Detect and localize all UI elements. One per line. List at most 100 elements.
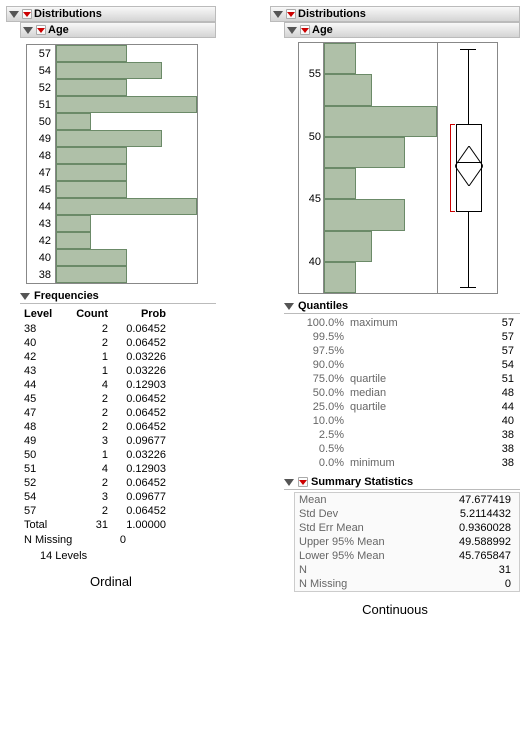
bar-fill	[56, 249, 127, 266]
cell-level: 48	[24, 421, 64, 433]
summary-row: N31	[295, 563, 519, 577]
quantile-pct: 10.0%	[294, 415, 344, 427]
variable-title: Age	[312, 24, 333, 36]
cell-level: 50	[24, 449, 64, 461]
bar-track	[55, 164, 197, 181]
nmissing-value: 0	[96, 534, 126, 546]
summary-header[interactable]: Summary Statistics	[284, 476, 520, 490]
ordinal-bar-chart[interactable]: 575452515049484745 44 43424038	[26, 44, 198, 284]
freq-row[interactable]: 4210.03226	[24, 350, 216, 364]
bar-track	[55, 249, 197, 266]
quantile-pct: 50.0%	[294, 387, 344, 399]
age-header-right[interactable]: Age	[284, 22, 520, 38]
bar-fill	[56, 130, 162, 147]
quantile-pct: 97.5%	[294, 345, 344, 357]
bar-fill	[56, 164, 127, 181]
freq-row[interactable]: 4720.06452	[24, 406, 216, 420]
cell-prob: 0.09677	[108, 491, 166, 503]
hist-bar[interactable]	[324, 262, 356, 293]
hotspot-icon[interactable]	[300, 25, 310, 35]
hist-bar[interactable]	[324, 74, 372, 105]
boxplot[interactable]	[437, 43, 497, 293]
summary-row: Upper 95% Mean49.588992	[295, 535, 519, 549]
cell-prob: 0.12903	[108, 463, 166, 475]
quantile-name: quartile	[344, 373, 406, 385]
hist-bar[interactable]	[324, 168, 356, 199]
bar-row[interactable]: 57	[27, 45, 197, 62]
frequencies-table: Level Count Prob 3820.064524020.06452421…	[24, 306, 216, 564]
bar-row[interactable]: 52	[27, 79, 197, 96]
hist-bar[interactable]	[324, 106, 437, 137]
quantiles-header[interactable]: Quantiles	[284, 300, 520, 314]
bar-fill	[56, 45, 127, 62]
quantile-row: 10.0%40	[294, 414, 520, 428]
bar-row[interactable]: 38	[27, 266, 197, 283]
hist-bar[interactable]	[324, 43, 356, 74]
bar-fill	[56, 181, 127, 198]
freq-row[interactable]: 5140.12903	[24, 462, 216, 476]
bar-row[interactable]: 40	[27, 249, 197, 266]
bar-row[interactable]: 49	[27, 130, 197, 147]
bar-row[interactable]: 47	[27, 164, 197, 181]
quantiles-table: 100.0%maximum5799.5%5797.5%5790.0%5475.0…	[294, 316, 520, 470]
nmissing-label: N Missing	[24, 534, 96, 546]
bar-fill	[56, 215, 91, 232]
cell-count: 2	[64, 337, 108, 349]
cell-prob: 0.03226	[108, 351, 166, 363]
bar-row[interactable]: 51	[27, 96, 197, 113]
continuous-chart[interactable]: 40455055	[298, 42, 498, 294]
hotspot-icon[interactable]	[298, 477, 308, 487]
distributions-header-left[interactable]: Distributions	[6, 6, 216, 22]
bar-row[interactable]: 48	[27, 147, 197, 164]
bar-label: 44	[27, 201, 55, 213]
cell-count: 1	[64, 449, 108, 461]
frequencies-header[interactable]: Frequencies	[20, 290, 216, 304]
hotspot-icon[interactable]	[286, 9, 296, 19]
freq-row[interactable]: 4310.03226	[24, 364, 216, 378]
bar-row[interactable]: 45	[27, 181, 197, 198]
bar-row[interactable]: 54	[27, 62, 197, 79]
quantile-row: 97.5%57	[294, 344, 520, 358]
bar-row[interactable]: 43	[27, 215, 197, 232]
freq-row[interactable]: 4020.06452	[24, 336, 216, 350]
cell-count: 1	[64, 351, 108, 363]
cell-prob: 0.06452	[108, 505, 166, 517]
freq-total-row: Total 31 1.00000	[24, 518, 216, 532]
quantile-name	[344, 415, 406, 427]
freq-row[interactable]: 4820.06452	[24, 420, 216, 434]
hist-bar[interactable]	[324, 137, 405, 168]
summary-label: Std Dev	[295, 508, 405, 520]
hotspot-icon[interactable]	[22, 9, 32, 19]
histogram[interactable]	[323, 43, 437, 293]
hist-bar[interactable]	[324, 231, 372, 262]
freq-row[interactable]: 5720.06452	[24, 504, 216, 518]
cell-level: 45	[24, 393, 64, 405]
freq-row[interactable]: 5430.09677	[24, 490, 216, 504]
quantile-name: maximum	[344, 317, 406, 329]
bar-track	[55, 232, 197, 249]
bar-track	[55, 79, 197, 96]
bar-row[interactable]: 42	[27, 232, 197, 249]
bar-track	[55, 198, 197, 215]
bar-fill	[56, 266, 127, 283]
quantile-row: 25.0%quartile44	[294, 400, 520, 414]
freq-row[interactable]: 4440.12903	[24, 378, 216, 392]
bar-track	[55, 130, 197, 147]
mean-diamond	[455, 146, 483, 189]
y-tick-label: 45	[299, 193, 321, 205]
bar-track	[55, 266, 197, 283]
bar-row[interactable]: 50	[27, 113, 197, 130]
freq-row[interactable]: 5220.06452	[24, 476, 216, 490]
freq-row[interactable]: 4930.09677	[24, 434, 216, 448]
summary-label: N	[295, 564, 405, 576]
freq-row[interactable]: 5010.03226	[24, 448, 216, 462]
bar-row[interactable]: 44	[27, 198, 197, 215]
bar-fill	[56, 198, 197, 215]
summary-value: 0.9360028	[405, 522, 519, 534]
hotspot-icon[interactable]	[36, 25, 46, 35]
freq-row[interactable]: 3820.06452	[24, 322, 216, 336]
age-header-left[interactable]: Age	[20, 22, 216, 38]
distributions-header-right[interactable]: Distributions	[270, 6, 520, 22]
freq-row[interactable]: 4520.06452	[24, 392, 216, 406]
hist-bar[interactable]	[324, 199, 405, 230]
